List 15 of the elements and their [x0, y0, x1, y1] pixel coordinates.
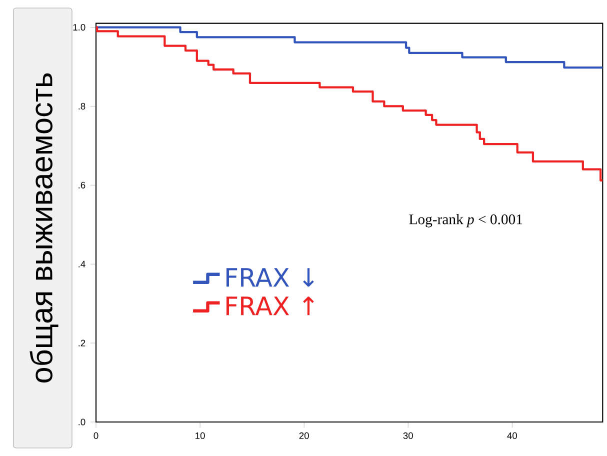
- y-tick-label: .6: [78, 182, 86, 188]
- legend-label: FRAX ↓: [226, 268, 314, 287]
- x-tick-label: 40: [507, 432, 517, 439]
- x-tick-label: 0: [94, 432, 98, 439]
- y-tick-label: .8: [78, 102, 86, 110]
- annotation: Log-rank p < 0.001: [409, 214, 522, 228]
- x-tick-label: 10: [196, 432, 205, 439]
- y-tick-label: .4: [78, 260, 86, 268]
- y-tick-label: 1.0: [73, 24, 86, 31]
- x-tick-label: 30: [403, 432, 413, 439]
- y-tick-label: .2: [78, 340, 86, 346]
- y-axis-title: общая выживаемость: [30, 73, 58, 382]
- y-tick-label: .0: [78, 418, 86, 426]
- x-tick-label: 20: [299, 432, 309, 439]
- legend-label: FRAX ↑: [226, 296, 314, 316]
